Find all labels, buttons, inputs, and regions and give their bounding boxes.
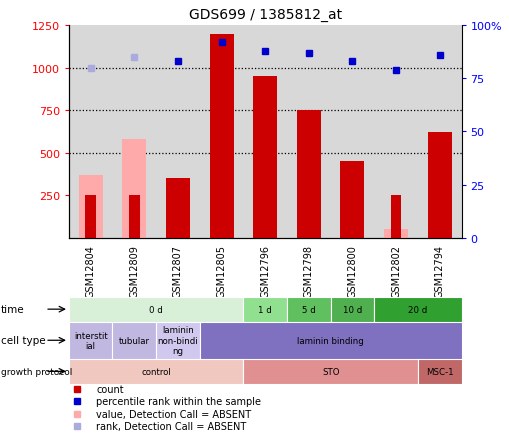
Text: 1 d: 1 d [258, 305, 271, 314]
Bar [122, 140, 146, 238]
Text: 20 d: 20 d [408, 305, 427, 314]
Bar [243, 26, 287, 238]
Bar [417, 359, 461, 384]
Text: growth protocol: growth protocol [1, 367, 72, 376]
Bar [69, 297, 243, 322]
Bar [427, 133, 451, 238]
Text: percentile rank within the sample: percentile rank within the sample [96, 396, 261, 406]
Bar [78, 175, 102, 238]
Bar [85, 196, 96, 238]
Bar [330, 26, 374, 238]
Bar [69, 322, 112, 359]
Bar [374, 297, 461, 322]
Text: STO: STO [321, 367, 338, 376]
Title: GDS699 / 1385812_at: GDS699 / 1385812_at [188, 8, 341, 22]
Bar [374, 26, 417, 238]
Bar [287, 297, 330, 322]
Text: cell type: cell type [1, 335, 46, 345]
Bar [383, 230, 407, 238]
Bar [69, 26, 112, 238]
Text: interstit
ial: interstit ial [74, 331, 107, 350]
Bar [129, 196, 139, 238]
Text: laminin
non-bindi
ng: laminin non-bindi ng [157, 326, 198, 355]
Text: 10 d: 10 d [342, 305, 361, 314]
Text: 0 d: 0 d [149, 305, 163, 314]
Bar [330, 297, 374, 322]
Bar [243, 297, 287, 322]
Bar [390, 196, 401, 238]
Bar [209, 35, 233, 238]
Bar [243, 359, 417, 384]
Text: tubular: tubular [119, 336, 150, 345]
Bar [165, 179, 189, 238]
Bar [156, 26, 200, 238]
Text: value, Detection Call = ABSENT: value, Detection Call = ABSENT [96, 409, 251, 419]
Bar [252, 77, 277, 238]
Text: time: time [1, 305, 24, 314]
Text: MSC-1: MSC-1 [425, 367, 453, 376]
Bar [112, 322, 156, 359]
Bar [340, 162, 364, 238]
Text: 5 d: 5 d [301, 305, 315, 314]
Bar [112, 26, 156, 238]
Bar [156, 322, 200, 359]
Bar [69, 359, 243, 384]
Bar [200, 322, 461, 359]
Bar [200, 26, 243, 238]
Bar [417, 26, 461, 238]
Bar [287, 26, 330, 238]
Text: count: count [96, 384, 124, 394]
Text: rank, Detection Call = ABSENT: rank, Detection Call = ABSENT [96, 421, 246, 431]
Text: control: control [141, 367, 171, 376]
Text: laminin binding: laminin binding [297, 336, 363, 345]
Bar [296, 111, 320, 238]
